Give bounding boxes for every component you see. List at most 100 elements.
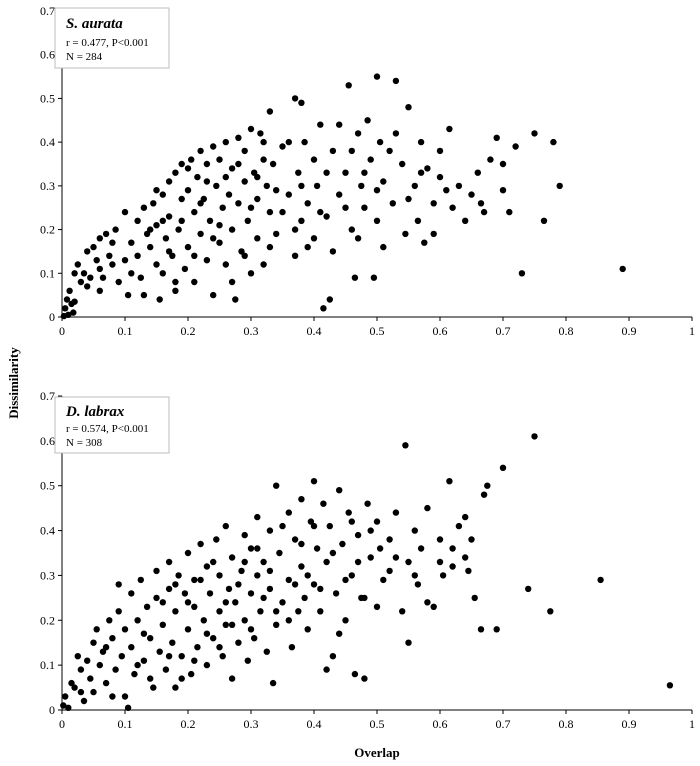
data-point: [269, 160, 277, 168]
data-point: [74, 653, 82, 660]
data-point: [421, 239, 428, 246]
data-point: [540, 217, 548, 224]
data-point: [235, 134, 242, 141]
x-tick-label: 0.3: [244, 717, 259, 731]
data-point: [172, 278, 179, 286]
data-point: [329, 147, 337, 155]
data-point: [380, 178, 387, 185]
data-point: [301, 138, 308, 146]
data-point: [87, 274, 94, 281]
data-point: [547, 608, 554, 615]
y-tick-label: 0.5: [40, 91, 55, 105]
data-point: [90, 688, 97, 696]
data-point: [254, 235, 261, 242]
data-point: [169, 252, 176, 259]
data-point: [525, 585, 532, 593]
data-point: [260, 156, 267, 163]
data-point: [266, 527, 274, 534]
data-point: [162, 666, 170, 673]
data-point: [399, 608, 406, 615]
data-point: [102, 230, 110, 238]
p0-legend: S. aurata r = 0.477, P<0.001 N = 284: [54, 7, 170, 69]
data-point: [70, 309, 77, 316]
data-point: [115, 278, 122, 286]
data-point: [93, 257, 100, 264]
p1-legend-n: N = 308: [66, 437, 103, 449]
data-point: [181, 265, 189, 273]
data-point: [351, 274, 359, 281]
data-point: [411, 527, 418, 534]
data-point: [260, 261, 267, 268]
x-tick-label: 0.5: [370, 324, 385, 338]
data-point: [367, 527, 374, 534]
data-point: [112, 226, 119, 233]
data-point: [465, 567, 472, 575]
data-point: [477, 626, 485, 633]
data-point: [147, 243, 154, 251]
data-point: [96, 265, 104, 273]
data-point: [99, 648, 107, 655]
y-tick-label: 0.6: [40, 434, 55, 448]
data-point: [228, 165, 236, 172]
data-point: [147, 675, 154, 682]
data-point: [74, 261, 82, 268]
data-point: [159, 191, 166, 198]
data-point: [210, 558, 217, 566]
data-point: [266, 585, 274, 593]
x-tick-label: 0.1: [118, 324, 133, 338]
data-point: [361, 169, 368, 176]
data-point: [310, 478, 318, 485]
data-point: [320, 305, 327, 312]
data-point: [279, 143, 286, 150]
data-point: [446, 478, 453, 485]
data-point: [386, 567, 393, 575]
data-point: [165, 178, 173, 185]
data-point: [405, 558, 412, 566]
data-point: [477, 200, 485, 207]
data-point: [399, 160, 406, 168]
x-tick-label: 0.8: [559, 717, 574, 731]
data-point: [84, 283, 91, 290]
data-point: [462, 554, 469, 561]
data-point: [386, 147, 393, 155]
y-tick-label: 0.5: [40, 479, 55, 493]
data-point: [140, 291, 148, 299]
data-point: [291, 581, 299, 588]
data-point: [61, 693, 69, 700]
data-point: [326, 522, 333, 530]
data-point: [228, 278, 236, 286]
data-point: [317, 121, 324, 128]
data-point: [77, 666, 85, 673]
data-point: [228, 226, 236, 233]
data-point: [87, 675, 94, 682]
data-point: [191, 603, 198, 610]
data-point: [345, 509, 352, 516]
data-point: [150, 200, 157, 207]
data-point: [320, 500, 327, 507]
data-point: [273, 187, 280, 194]
data-point: [159, 599, 166, 606]
data-point: [367, 156, 374, 163]
data-point: [60, 702, 67, 709]
x-tick-label: 0.9: [622, 717, 637, 731]
data-point: [124, 704, 132, 711]
p1-legend-stat: r = 0.574, P<0.001: [66, 423, 149, 435]
data-point: [336, 487, 343, 494]
data-point: [376, 545, 384, 552]
data-point: [191, 208, 198, 216]
data-point: [184, 165, 192, 172]
data-point: [531, 433, 538, 440]
data-point: [121, 693, 129, 700]
data-point: [172, 684, 179, 691]
data-point: [102, 679, 110, 687]
data-point: [228, 554, 236, 561]
data-point: [71, 684, 78, 691]
data-point: [298, 563, 305, 570]
data-point: [317, 208, 324, 216]
data-point: [77, 278, 85, 286]
data-point: [345, 82, 352, 89]
data-point: [402, 230, 409, 238]
x-tick-label: 0.1: [118, 717, 133, 731]
data-point: [436, 558, 444, 566]
data-point: [405, 195, 412, 203]
